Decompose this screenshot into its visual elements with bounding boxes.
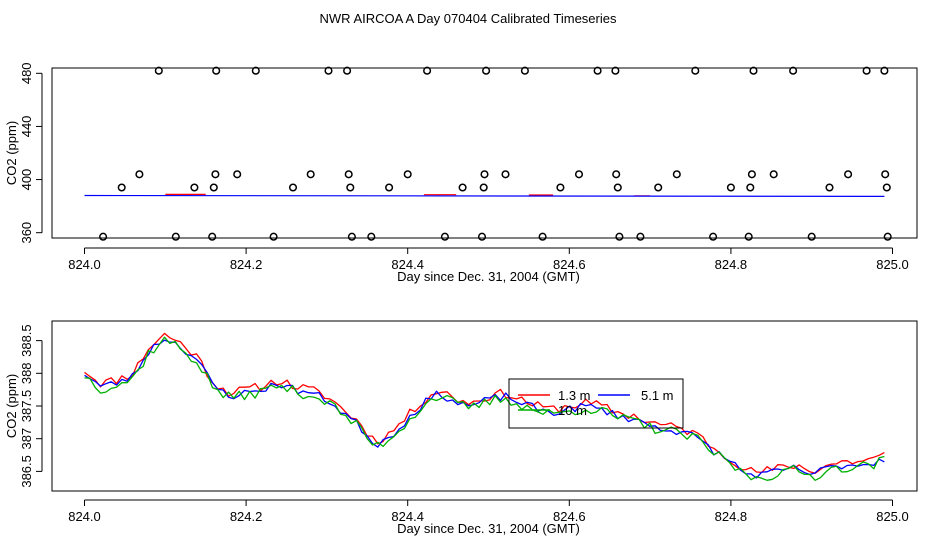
- x-tick-label: 824.0: [68, 509, 101, 524]
- data-point: [709, 232, 718, 241]
- data-point: [501, 170, 510, 179]
- data-point: [269, 232, 278, 241]
- series-line-1-3-m: [84, 332, 885, 474]
- data-point: [403, 170, 412, 179]
- y-tick-label: 387: [19, 428, 34, 450]
- data-point: [556, 183, 565, 192]
- data-point: [882, 183, 891, 192]
- x-tick-label: 824.4: [391, 257, 424, 272]
- series-line-10-m: [84, 336, 885, 481]
- data-point: [209, 183, 218, 192]
- data-point: [825, 183, 834, 192]
- data-point: [346, 183, 355, 192]
- data-point: [672, 170, 681, 179]
- data-point: [881, 170, 890, 179]
- data-point: [385, 183, 394, 192]
- legend-label: 1.3 m: [558, 388, 591, 403]
- data-point: [746, 183, 755, 192]
- data-point: [520, 66, 529, 75]
- chart-title: NWR AIRCOA A Day 070404 Calibrated Times…: [320, 11, 617, 26]
- data-point: [654, 183, 663, 192]
- data-point: [211, 170, 220, 179]
- data-point: [880, 66, 889, 75]
- x-axis-label: Day since Dec. 31, 2004 (GMT): [397, 269, 580, 284]
- plot-frame: [51, 320, 918, 492]
- data-point: [482, 66, 491, 75]
- legend-box: [508, 378, 684, 429]
- data-point: [807, 232, 816, 241]
- data-point: [479, 183, 488, 192]
- y-tick-label: 360: [19, 222, 34, 244]
- data-point: [613, 183, 622, 192]
- data-point: [251, 66, 260, 75]
- y-tick-label: 480: [19, 62, 34, 84]
- data-point: [212, 66, 221, 75]
- data-point: [347, 232, 356, 241]
- data-point: [190, 183, 199, 192]
- y-tick-label: 386.5: [19, 455, 34, 488]
- y-tick-label: 388: [19, 362, 34, 384]
- data-point: [344, 170, 353, 179]
- data-point: [99, 232, 108, 241]
- data-point: [883, 232, 892, 241]
- x-tick-label: 825.0: [876, 257, 909, 272]
- data-point: [135, 170, 144, 179]
- series-line-5-1-m: [84, 339, 885, 479]
- y-axis-label: CO2 (ppm): [4, 121, 19, 185]
- data-point: [611, 66, 620, 75]
- x-tick-label: 824.0: [68, 257, 101, 272]
- data-point: [423, 66, 432, 75]
- bottom-panel: 824.0 824.2 824.4 824.6 824.8 825.0 386.5 387 38…: [4, 320, 918, 536]
- x-axis-label: Day since Dec. 31, 2004 (GMT): [397, 521, 580, 536]
- data-point: [744, 232, 753, 241]
- data-point: [789, 66, 798, 75]
- y-tick-label: 400: [19, 169, 34, 191]
- data-point: [367, 232, 376, 241]
- data-point: [769, 170, 778, 179]
- legend-label: 5.1 m: [641, 388, 674, 403]
- data-point: [458, 183, 467, 192]
- top-panel: 824.0 824.2 824.4 824.6 824.8 825.0 360 400 440 4…: [4, 62, 918, 284]
- data-point: [343, 66, 352, 75]
- data-point: [538, 232, 547, 241]
- data-point: [440, 232, 449, 241]
- data-point: [636, 232, 645, 241]
- data-point: [615, 232, 624, 241]
- y-tick-label: 388.5: [19, 324, 34, 357]
- data-point: [726, 183, 735, 192]
- data-point: [288, 183, 298, 192]
- y-axis-label: CO2 (ppm): [4, 374, 19, 438]
- data-point: [171, 232, 180, 241]
- data-point: [612, 170, 621, 179]
- data-point: [574, 170, 584, 179]
- data-point: [306, 170, 315, 179]
- x-tick-label: 824.4: [391, 509, 424, 524]
- x-tick-label: 824.6: [553, 509, 586, 524]
- y-tick-label: 440: [19, 116, 34, 138]
- x-tick-label: 824.8: [715, 509, 748, 524]
- y-tick-label: 387.5: [19, 390, 34, 423]
- data-point: [154, 66, 163, 75]
- data-point: [749, 66, 758, 75]
- data-point: [233, 170, 242, 179]
- plot-frame: [51, 67, 918, 239]
- x-tick-label: 825.0: [876, 509, 909, 524]
- data-point: [480, 170, 489, 179]
- data-point: [593, 66, 602, 75]
- series-line-5-1m: [84, 194, 885, 197]
- data-point: [117, 183, 126, 192]
- data-point: [747, 170, 756, 179]
- data-point: [862, 66, 871, 75]
- x-tick-label: 824.2: [230, 257, 263, 272]
- data-point: [324, 66, 333, 75]
- data-point: [208, 232, 217, 241]
- x-tick-label: 824.2: [230, 509, 263, 524]
- data-point: [844, 170, 853, 179]
- x-tick-label: 824.8: [715, 257, 748, 272]
- data-point: [477, 232, 487, 241]
- legend-label: 10 m: [558, 403, 587, 418]
- data-point: [691, 66, 700, 75]
- x-tick-label: 824.6: [553, 257, 586, 272]
